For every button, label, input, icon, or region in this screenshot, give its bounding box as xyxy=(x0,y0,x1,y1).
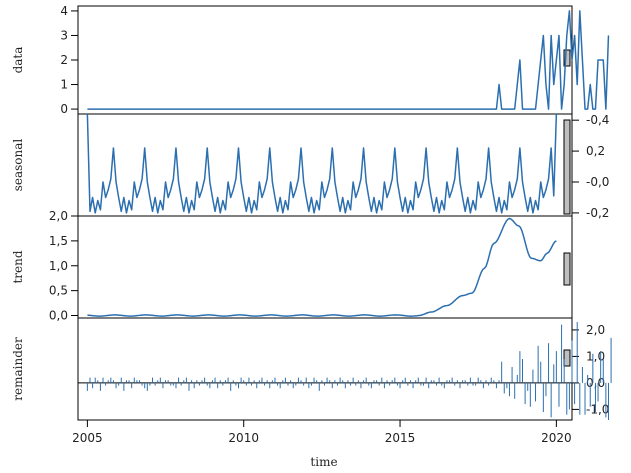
y-tick-label: 2 xyxy=(60,53,68,67)
y-tick-label: -0,0 xyxy=(586,175,609,189)
y-tick-label: 2,0 xyxy=(49,209,68,223)
y-tick-label: -1,0 xyxy=(586,402,609,416)
x-axis: 2005 2010 2015 2020 xyxy=(72,420,572,445)
range-bar xyxy=(563,49,571,67)
y-tick-label: -0,4 xyxy=(586,113,609,127)
panel-label: seasonal xyxy=(11,139,25,192)
panel-label: data xyxy=(11,47,25,74)
y-tick-label: 2,0 xyxy=(586,323,605,337)
panel-remainder: remainder-1,00,01,02,0 xyxy=(11,317,612,421)
y-tick-label: -0,2 xyxy=(586,206,609,220)
panels-layer: data 0 1 2 3 4 seasonal -0,2 -0,0 0,2 -0,4 trend 0,0… xyxy=(11,4,612,421)
y-tick-label: 0,5 xyxy=(49,284,68,298)
panel-frame xyxy=(77,215,573,319)
range-bar xyxy=(563,119,571,215)
y-tick-label: 1,0 xyxy=(49,259,68,273)
panel-label: remainder xyxy=(11,337,25,401)
x-tick-label: 2005 xyxy=(72,431,103,445)
y-tick-label: 0,0 xyxy=(49,309,68,323)
panel-trend: trend 0,0 0,5 1,0 1,5 2,0 xyxy=(11,209,573,323)
range-bar xyxy=(563,252,571,286)
panel-data: data 0 1 2 3 4 xyxy=(11,4,610,116)
x-tick-label: 2010 xyxy=(228,431,259,445)
panel-frame xyxy=(77,317,573,421)
x-axis-title: time xyxy=(310,455,337,469)
trend-series-line xyxy=(87,217,557,317)
x-tick-label: 2020 xyxy=(541,431,572,445)
panel-seasonal: seasonal -0,2 -0,0 0,2 -0,4 xyxy=(11,113,609,220)
range-bar xyxy=(563,349,571,367)
y-tick-label: 4 xyxy=(60,4,68,18)
seasonal-series-line xyxy=(86,113,558,214)
y-tick-label: 0,2 xyxy=(586,144,605,158)
y-tick-label: 3 xyxy=(60,28,68,42)
panel-label: trend xyxy=(11,250,25,283)
y-tick-label: 0 xyxy=(60,102,68,116)
y-tick-label: 1,5 xyxy=(49,234,68,248)
y-tick-label: 1 xyxy=(60,78,68,92)
x-tick-label: 2015 xyxy=(385,431,416,445)
data-series-line xyxy=(87,10,610,110)
y-tick-label: 1,0 xyxy=(586,349,605,363)
